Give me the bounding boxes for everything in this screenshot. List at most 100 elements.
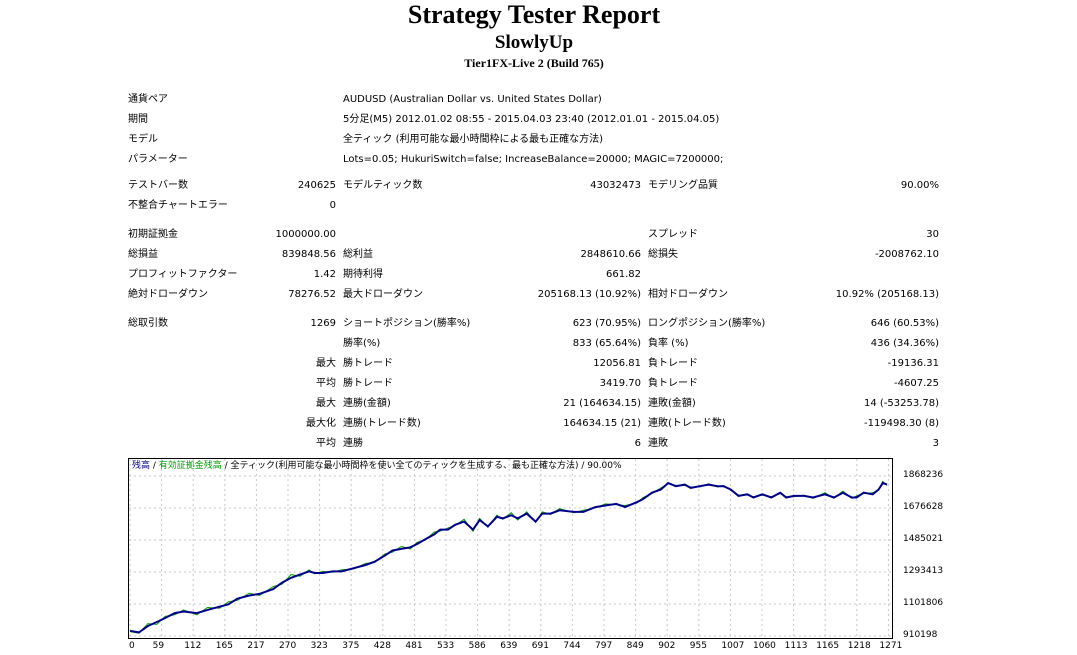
gross-profit-value: 2848610.66 — [580, 249, 641, 260]
gross-profit-label: 総利益 — [343, 249, 373, 260]
consecutive-wins-count-label: 連勝(トレード数) — [343, 418, 421, 429]
legend-balance: 残高 — [132, 461, 151, 471]
average-loss-value: -4607.25 — [894, 378, 939, 389]
relative-drawdown-label: 相対ドローダウン — [648, 289, 728, 300]
average-loss-label: 負トレード — [648, 378, 698, 389]
long-positions-label: ロングポジション(勝率%) — [648, 318, 766, 329]
parameters-label: パラメーター — [128, 154, 188, 165]
deposit-label: 初期証拠金 — [128, 229, 178, 240]
x-tick-label: 639 — [500, 641, 518, 651]
x-tick-label: 1007 — [721, 641, 745, 651]
expected-payoff-label: 期待利得 — [343, 269, 383, 280]
x-tick-label: 849 — [626, 641, 644, 651]
x-tick-label: 1271 — [879, 641, 903, 651]
maximum-prefix: 最大 — [316, 398, 336, 409]
y-tick-label: 1101806 — [903, 598, 944, 608]
strategy-name: SlowlyUp — [494, 32, 574, 53]
absolute-drawdown-value: 78276.52 — [288, 289, 336, 300]
server-build: Tier1FX-Live 2 (Build 765) — [464, 56, 604, 70]
spread-label: スプレッド — [648, 229, 698, 240]
y-tick-label: 1485021 — [903, 534, 944, 544]
average2-prefix: 平均 — [316, 438, 336, 449]
spread-value: 30 — [926, 229, 939, 240]
short-positions-value: 623 (70.95%) — [572, 318, 641, 329]
bars-label: テストバー数 — [128, 180, 188, 191]
mismatch-value: 0 — [329, 200, 336, 211]
x-tick-label: 533 — [437, 641, 455, 651]
x-tick-label: 112 — [184, 641, 202, 651]
x-tick-label: 797 — [595, 641, 613, 651]
maximal-drawdown-value: 205168.13 (10.92%) — [537, 289, 641, 300]
x-tick-label: 744 — [563, 641, 581, 651]
period-value: 5分足(M5) 2012.01.02 08:55 - 2015.04.03 23… — [343, 114, 720, 125]
x-tick-label: 902 — [658, 641, 676, 651]
absolute-drawdown-label: 絶対ドローダウン — [128, 289, 208, 300]
x-tick-label: 165 — [215, 641, 233, 651]
x-tick-label: 428 — [373, 641, 391, 651]
largest-loss-label: 負トレード — [648, 358, 698, 369]
y-tick-label: 1676628 — [903, 502, 944, 512]
average-consecutive-wins-label: 連勝 — [343, 438, 363, 449]
short-positions-label: ショートポジション(勝率%) — [343, 318, 471, 329]
symbol-label: 通貨ペア — [128, 94, 168, 105]
x-tick-label: 323 — [310, 641, 328, 651]
loss-trades-value: 436 (34.36%) — [870, 338, 939, 349]
consecutive-wins-amount-value: 21 (164634.15) — [563, 398, 641, 409]
average-profit-value: 3419.70 — [599, 378, 641, 389]
net-profit-value: 839848.56 — [281, 249, 336, 260]
profit-trades-label: 勝率(%) — [343, 338, 381, 349]
loss-trades-label: 負率 (%) — [648, 338, 689, 349]
deposit-value: 1000000.00 — [275, 229, 336, 240]
model-value: 全ティック (利用可能な最小時間枠による最も正確な方法) — [343, 134, 604, 145]
x-tick-label: 586 — [468, 641, 486, 651]
gross-loss-label: 総損失 — [648, 249, 678, 260]
legend-equity: 有効証拠金残高 — [158, 461, 222, 471]
consecutive-losses-amount-value: 14 (-53253.78) — [863, 398, 939, 409]
bars-value: 240625 — [297, 180, 336, 191]
maximal-drawdown-label: 最大ドローダウン — [343, 289, 423, 300]
largest-profit-value: 12056.81 — [593, 358, 641, 369]
total-trades-value: 1269 — [310, 318, 336, 329]
x-tick-label: 1113 — [784, 641, 808, 651]
average-consecutive-losses-value: 3 — [932, 438, 939, 449]
average-consecutive-losses-label: 連敗 — [648, 438, 668, 449]
mismatch-label: 不整合チャートエラー — [128, 200, 228, 211]
x-tick-label: 691 — [531, 641, 549, 651]
total-trades-label: 総取引数 — [128, 318, 168, 329]
y-tick-label: 1868236 — [903, 470, 944, 480]
x-tick-label: 0 — [129, 641, 135, 651]
consecutive-wins-amount-label: 連勝(金額) — [343, 398, 391, 409]
quality-label: モデリング品質 — [648, 180, 718, 191]
x-tick-label: 375 — [342, 641, 360, 651]
average-consecutive-wins-value: 6 — [634, 438, 641, 449]
balance-chart-svg — [129, 459, 892, 638]
x-tick-label: 59 — [152, 641, 165, 651]
long-positions-value: 646 (60.53%) — [870, 318, 939, 329]
x-tick-label: 270 — [279, 641, 297, 651]
largest-profit-label: 勝トレード — [343, 358, 393, 369]
parameters-value: Lots=0.05; HukuriSwitch=false; IncreaseB… — [343, 154, 724, 165]
profit-trades-value: 833 (65.64%) — [572, 338, 641, 349]
chart-grid — [129, 459, 892, 638]
x-tick-label: 1060 — [753, 641, 776, 651]
consecutive-losses-count-value: -119498.30 (8) — [863, 418, 939, 429]
y-tick-label: 1293413 — [903, 566, 944, 576]
chart-legend: 残高 / 有効証拠金残高 / 全ティック(利用可能な最小時間枠を使い全てのティッ… — [132, 461, 622, 472]
legend-description: / 全ティック(利用可能な最小時間枠を使い全てのティックを生成する、最も正確な方… — [221, 461, 622, 471]
average-prefix: 平均 — [316, 378, 336, 389]
series-line-equity — [129, 480, 888, 634]
expected-payoff-value: 661.82 — [606, 269, 641, 280]
profit-factor-label: プロフィットファクター — [128, 269, 238, 280]
series-line-balance — [129, 481, 888, 634]
legend-separator: / — [150, 461, 159, 471]
relative-drawdown-value: 10.92% (205168.13) — [835, 289, 939, 300]
x-tick-label: 217 — [247, 641, 265, 651]
model-label: モデル — [128, 134, 158, 145]
average-profit-label: 勝トレード — [343, 378, 393, 389]
ticks-value: 43032473 — [590, 180, 641, 191]
x-tick-label: 955 — [689, 641, 707, 651]
balance-chart: 残高 / 有効証拠金残高 / 全ティック(利用可能な最小時間枠を使い全てのティッ… — [128, 458, 893, 639]
net-profit-label: 総損益 — [128, 249, 158, 260]
y-tick-label: 910198 — [903, 630, 938, 640]
consecutive-losses-amount-label: 連敗(金額) — [648, 398, 696, 409]
